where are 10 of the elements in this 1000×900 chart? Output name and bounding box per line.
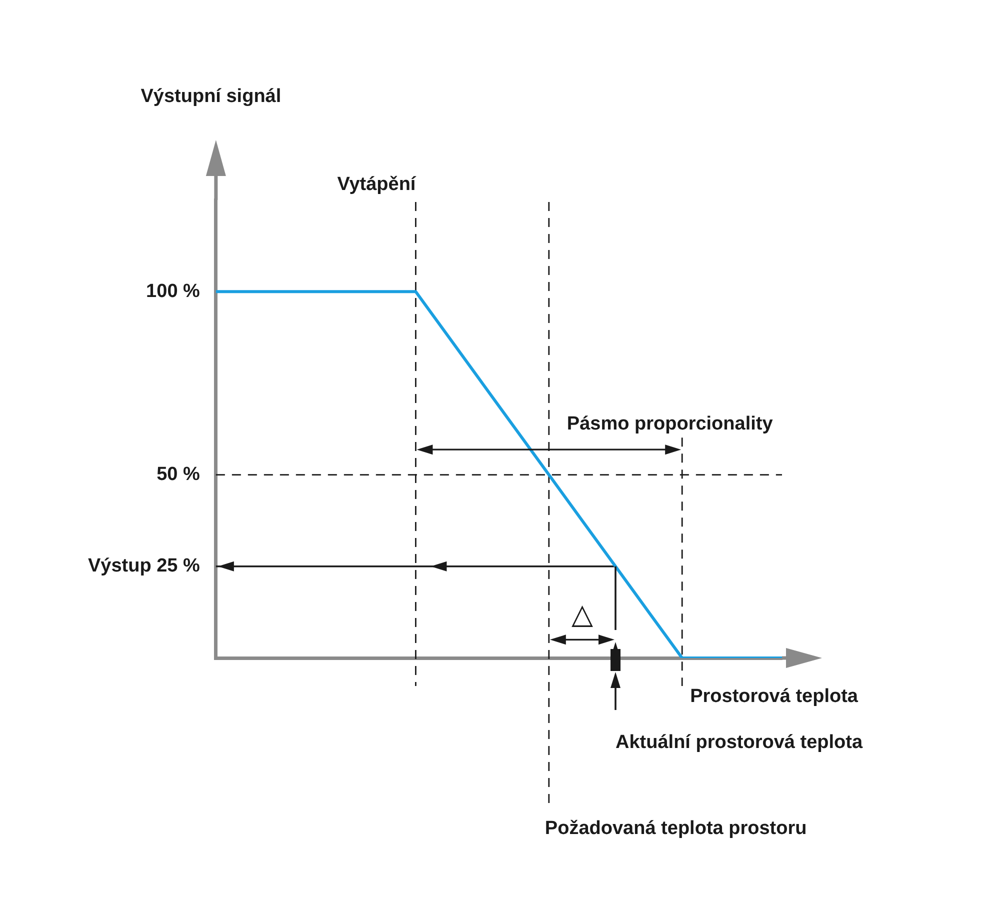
- y-tick-label: Výstup 25 %: [88, 556, 200, 577]
- text: Vytápění: [337, 174, 416, 195]
- text: Požadovaná teplota prostoru: [544, 818, 807, 839]
- y-axis-title: Výstupní signál: [140, 86, 282, 107]
- x-axis-title: Prostorová teplota: [690, 686, 858, 707]
- y-tick-label: 50 %: [156, 464, 200, 486]
- y-tick-label: 100 %: [146, 280, 200, 302]
- annotation: Pásmo proporcionality: [566, 414, 774, 435]
- text: Aktuální prostorová teplota: [616, 732, 863, 753]
- annotation: △: [571, 598, 594, 631]
